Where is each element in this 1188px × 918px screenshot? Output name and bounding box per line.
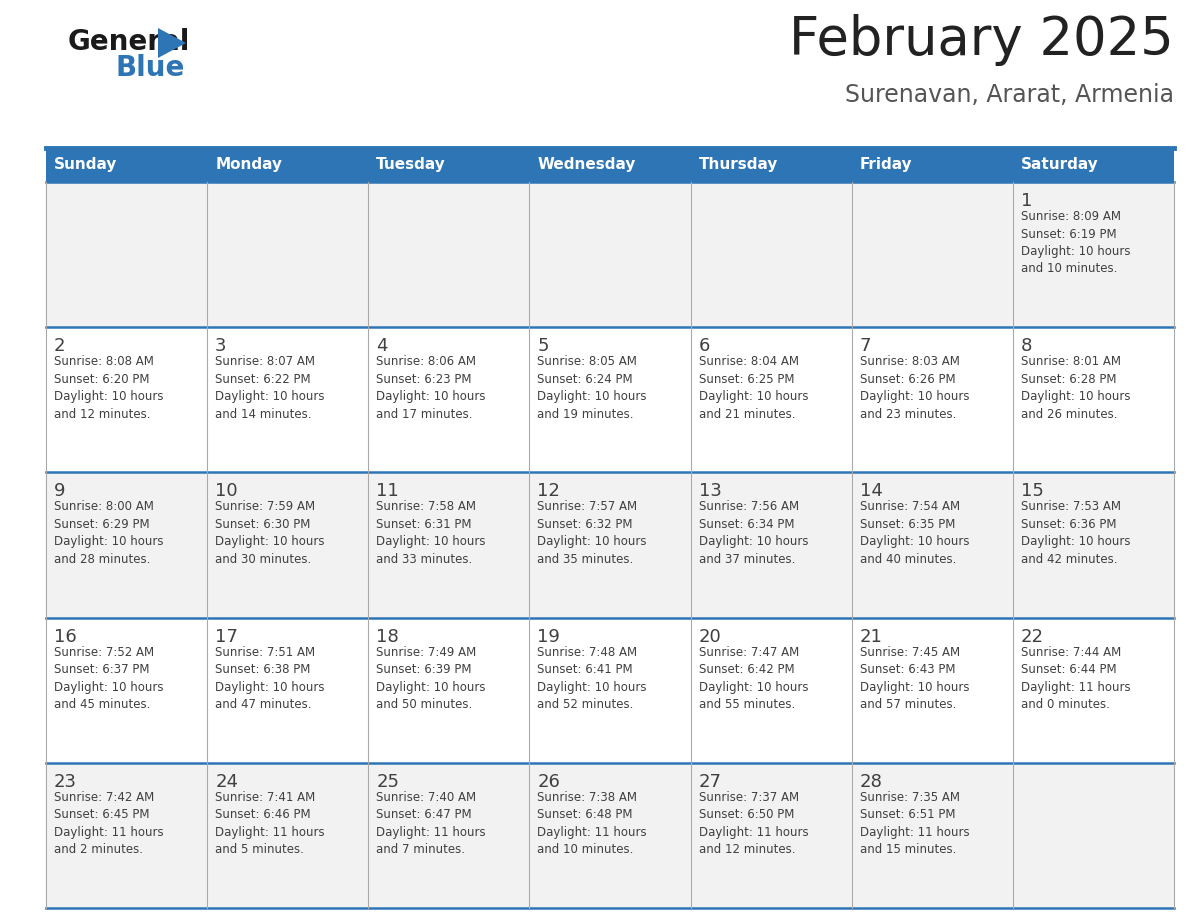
Text: 19: 19 xyxy=(537,628,561,645)
Polygon shape xyxy=(158,28,187,58)
Text: 4: 4 xyxy=(377,337,387,355)
Text: 13: 13 xyxy=(699,482,721,500)
Text: Wednesday: Wednesday xyxy=(537,158,636,173)
Text: Sunrise: 7:45 AM
Sunset: 6:43 PM
Daylight: 10 hours
and 57 minutes.: Sunrise: 7:45 AM Sunset: 6:43 PM Dayligh… xyxy=(860,645,969,711)
Text: Thursday: Thursday xyxy=(699,158,778,173)
Text: Tuesday: Tuesday xyxy=(377,158,446,173)
Text: February 2025: February 2025 xyxy=(789,14,1174,66)
Text: Sunrise: 7:56 AM
Sunset: 6:34 PM
Daylight: 10 hours
and 37 minutes.: Sunrise: 7:56 AM Sunset: 6:34 PM Dayligh… xyxy=(699,500,808,565)
Text: 15: 15 xyxy=(1020,482,1044,500)
Text: Sunrise: 8:09 AM
Sunset: 6:19 PM
Daylight: 10 hours
and 10 minutes.: Sunrise: 8:09 AM Sunset: 6:19 PM Dayligh… xyxy=(1020,210,1130,275)
Text: Sunrise: 7:48 AM
Sunset: 6:41 PM
Daylight: 10 hours
and 52 minutes.: Sunrise: 7:48 AM Sunset: 6:41 PM Dayligh… xyxy=(537,645,647,711)
Text: Sunrise: 7:51 AM
Sunset: 6:38 PM
Daylight: 10 hours
and 47 minutes.: Sunrise: 7:51 AM Sunset: 6:38 PM Dayligh… xyxy=(215,645,324,711)
Text: Surenavan, Ararat, Armenia: Surenavan, Ararat, Armenia xyxy=(845,83,1174,107)
Text: 17: 17 xyxy=(215,628,238,645)
Text: Sunrise: 7:57 AM
Sunset: 6:32 PM
Daylight: 10 hours
and 35 minutes.: Sunrise: 7:57 AM Sunset: 6:32 PM Dayligh… xyxy=(537,500,647,565)
Text: 9: 9 xyxy=(53,482,65,500)
Bar xyxy=(46,473,1174,618)
Text: 25: 25 xyxy=(377,773,399,790)
Text: Blue: Blue xyxy=(116,54,185,82)
Text: 7: 7 xyxy=(860,337,871,355)
Text: Sunrise: 7:38 AM
Sunset: 6:48 PM
Daylight: 11 hours
and 10 minutes.: Sunrise: 7:38 AM Sunset: 6:48 PM Dayligh… xyxy=(537,790,647,856)
Text: 28: 28 xyxy=(860,773,883,790)
Text: Sunrise: 8:01 AM
Sunset: 6:28 PM
Daylight: 10 hours
and 26 minutes.: Sunrise: 8:01 AM Sunset: 6:28 PM Dayligh… xyxy=(1020,355,1130,420)
Text: Sunrise: 7:58 AM
Sunset: 6:31 PM
Daylight: 10 hours
and 33 minutes.: Sunrise: 7:58 AM Sunset: 6:31 PM Dayligh… xyxy=(377,500,486,565)
Text: Sunrise: 7:41 AM
Sunset: 6:46 PM
Daylight: 11 hours
and 5 minutes.: Sunrise: 7:41 AM Sunset: 6:46 PM Dayligh… xyxy=(215,790,324,856)
Bar xyxy=(46,763,1174,908)
Text: Sunrise: 8:05 AM
Sunset: 6:24 PM
Daylight: 10 hours
and 19 minutes.: Sunrise: 8:05 AM Sunset: 6:24 PM Dayligh… xyxy=(537,355,647,420)
Text: Sunrise: 7:53 AM
Sunset: 6:36 PM
Daylight: 10 hours
and 42 minutes.: Sunrise: 7:53 AM Sunset: 6:36 PM Dayligh… xyxy=(1020,500,1130,565)
Text: 10: 10 xyxy=(215,482,238,500)
Bar xyxy=(46,327,1174,473)
Bar xyxy=(46,182,1174,327)
Text: Sunrise: 7:49 AM
Sunset: 6:39 PM
Daylight: 10 hours
and 50 minutes.: Sunrise: 7:49 AM Sunset: 6:39 PM Dayligh… xyxy=(377,645,486,711)
Text: 11: 11 xyxy=(377,482,399,500)
Text: Sunrise: 8:04 AM
Sunset: 6:25 PM
Daylight: 10 hours
and 21 minutes.: Sunrise: 8:04 AM Sunset: 6:25 PM Dayligh… xyxy=(699,355,808,420)
Text: 26: 26 xyxy=(537,773,561,790)
Text: 2: 2 xyxy=(53,337,65,355)
Text: General: General xyxy=(68,28,190,56)
Bar xyxy=(46,618,1174,763)
Text: Sunrise: 7:35 AM
Sunset: 6:51 PM
Daylight: 11 hours
and 15 minutes.: Sunrise: 7:35 AM Sunset: 6:51 PM Dayligh… xyxy=(860,790,969,856)
Text: Sunrise: 7:37 AM
Sunset: 6:50 PM
Daylight: 11 hours
and 12 minutes.: Sunrise: 7:37 AM Sunset: 6:50 PM Dayligh… xyxy=(699,790,808,856)
Text: Sunrise: 7:54 AM
Sunset: 6:35 PM
Daylight: 10 hours
and 40 minutes.: Sunrise: 7:54 AM Sunset: 6:35 PM Dayligh… xyxy=(860,500,969,565)
Text: 18: 18 xyxy=(377,628,399,645)
Text: Sunrise: 8:03 AM
Sunset: 6:26 PM
Daylight: 10 hours
and 23 minutes.: Sunrise: 8:03 AM Sunset: 6:26 PM Dayligh… xyxy=(860,355,969,420)
Text: Sunrise: 7:40 AM
Sunset: 6:47 PM
Daylight: 11 hours
and 7 minutes.: Sunrise: 7:40 AM Sunset: 6:47 PM Dayligh… xyxy=(377,790,486,856)
Bar xyxy=(46,148,1174,182)
Text: Friday: Friday xyxy=(860,158,912,173)
Text: 24: 24 xyxy=(215,773,238,790)
Text: 3: 3 xyxy=(215,337,227,355)
Text: Sunrise: 8:06 AM
Sunset: 6:23 PM
Daylight: 10 hours
and 17 minutes.: Sunrise: 8:06 AM Sunset: 6:23 PM Dayligh… xyxy=(377,355,486,420)
Text: Sunrise: 7:42 AM
Sunset: 6:45 PM
Daylight: 11 hours
and 2 minutes.: Sunrise: 7:42 AM Sunset: 6:45 PM Dayligh… xyxy=(53,790,164,856)
Text: Sunrise: 7:47 AM
Sunset: 6:42 PM
Daylight: 10 hours
and 55 minutes.: Sunrise: 7:47 AM Sunset: 6:42 PM Dayligh… xyxy=(699,645,808,711)
Text: 5: 5 xyxy=(537,337,549,355)
Text: Sunrise: 8:08 AM
Sunset: 6:20 PM
Daylight: 10 hours
and 12 minutes.: Sunrise: 8:08 AM Sunset: 6:20 PM Dayligh… xyxy=(53,355,164,420)
Text: 20: 20 xyxy=(699,628,721,645)
Text: 14: 14 xyxy=(860,482,883,500)
Text: Sunrise: 8:07 AM
Sunset: 6:22 PM
Daylight: 10 hours
and 14 minutes.: Sunrise: 8:07 AM Sunset: 6:22 PM Dayligh… xyxy=(215,355,324,420)
Text: 21: 21 xyxy=(860,628,883,645)
Text: 6: 6 xyxy=(699,337,710,355)
Text: 12: 12 xyxy=(537,482,561,500)
Text: 23: 23 xyxy=(53,773,77,790)
Text: Sunrise: 8:00 AM
Sunset: 6:29 PM
Daylight: 10 hours
and 28 minutes.: Sunrise: 8:00 AM Sunset: 6:29 PM Dayligh… xyxy=(53,500,164,565)
Text: 8: 8 xyxy=(1020,337,1032,355)
Text: Saturday: Saturday xyxy=(1020,158,1099,173)
Text: Monday: Monday xyxy=(215,158,282,173)
Text: 1: 1 xyxy=(1020,192,1032,210)
Text: Sunday: Sunday xyxy=(53,158,118,173)
Text: 27: 27 xyxy=(699,773,721,790)
Text: Sunrise: 7:59 AM
Sunset: 6:30 PM
Daylight: 10 hours
and 30 minutes.: Sunrise: 7:59 AM Sunset: 6:30 PM Dayligh… xyxy=(215,500,324,565)
Text: Sunrise: 7:52 AM
Sunset: 6:37 PM
Daylight: 10 hours
and 45 minutes.: Sunrise: 7:52 AM Sunset: 6:37 PM Dayligh… xyxy=(53,645,164,711)
Text: Sunrise: 7:44 AM
Sunset: 6:44 PM
Daylight: 11 hours
and 0 minutes.: Sunrise: 7:44 AM Sunset: 6:44 PM Dayligh… xyxy=(1020,645,1131,711)
Text: 22: 22 xyxy=(1020,628,1044,645)
Text: 16: 16 xyxy=(53,628,77,645)
